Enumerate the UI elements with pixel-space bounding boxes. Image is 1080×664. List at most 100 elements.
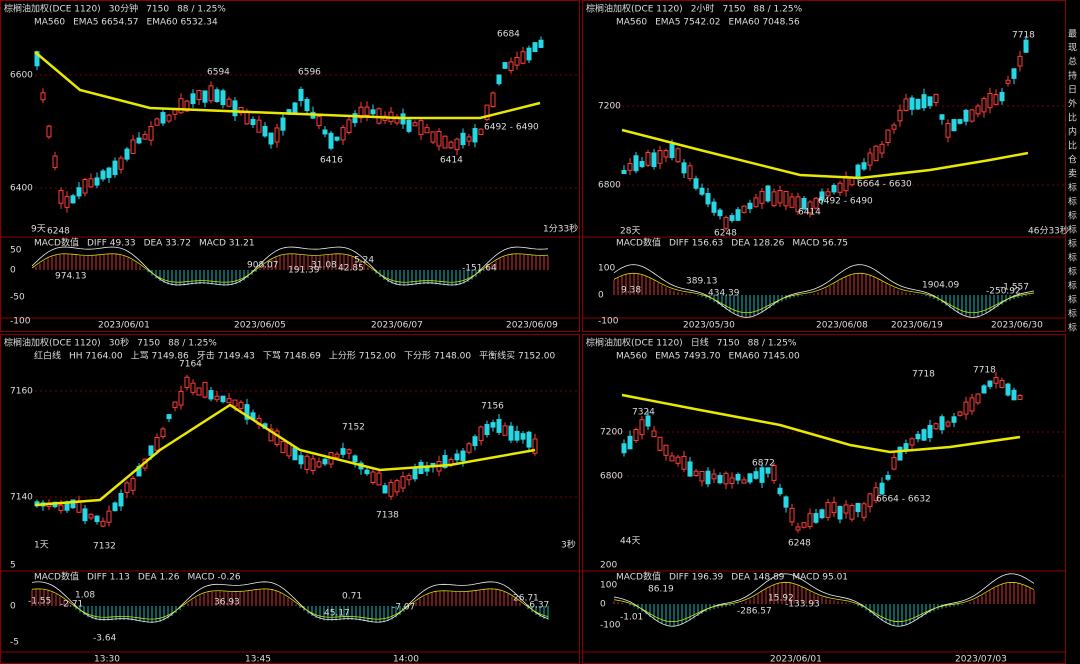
macd-annotation: 1.08 <box>75 591 95 601</box>
candle-body <box>346 449 352 454</box>
candle-body <box>292 447 298 461</box>
candle-body <box>897 446 903 461</box>
candle-body <box>148 445 154 456</box>
candle-body <box>663 444 669 456</box>
candle-body <box>178 98 184 114</box>
candle-body <box>765 467 771 474</box>
price-axis-label: 7140 <box>10 493 33 503</box>
header-text: 棕榈油加权(DCE 1120) <box>4 3 101 15</box>
macd-axis-label: 100 <box>598 264 615 274</box>
candle-body <box>226 98 232 107</box>
candle-body <box>711 201 717 213</box>
header-text: 7150 <box>722 5 745 15</box>
header-text: 棕榈油加权(DCE 1120) <box>586 337 683 349</box>
macd-axis-label: -5 <box>10 638 19 648</box>
candle-body <box>891 457 897 470</box>
candle-body <box>184 100 190 112</box>
candle-body <box>777 487 783 495</box>
header-text: MACD 95.01 <box>792 573 848 583</box>
candle-body <box>238 401 244 409</box>
candle-body <box>1005 79 1011 84</box>
candle-body <box>831 501 837 514</box>
candle-body <box>975 393 981 404</box>
candle-body <box>987 93 993 109</box>
candle-body <box>532 438 538 454</box>
date-label: 14:00 <box>393 655 419 664</box>
side-label: 标 <box>1068 266 1077 278</box>
side-label: 最 <box>1068 29 1077 40</box>
candle-body <box>993 94 999 105</box>
candle-body <box>460 450 466 462</box>
date-label: 2023/06/30 <box>991 321 1043 331</box>
candle-body <box>58 190 64 204</box>
candle-body <box>759 467 765 483</box>
candle-body <box>100 170 106 180</box>
dea-line <box>31 588 549 620</box>
candle-body <box>957 411 963 416</box>
candle-body <box>861 503 867 518</box>
candle-body <box>46 125 52 138</box>
header-text: 2小时 <box>691 3 715 15</box>
macd-annotation: 389.13 <box>686 277 718 287</box>
price-annotation: 7718 <box>1012 31 1035 41</box>
candle-body <box>633 429 639 441</box>
macd-annotation: 45.17 <box>324 609 350 619</box>
candle-body <box>232 399 238 407</box>
candle-body <box>436 131 442 147</box>
macd-annotation: -286.57 <box>737 607 772 617</box>
candle-body <box>298 88 304 102</box>
header-text: MACD数值 <box>616 571 661 583</box>
candle-body <box>1023 39 1029 53</box>
header-text: MA560 <box>616 352 647 362</box>
candle-body <box>256 119 262 133</box>
candle-body <box>945 421 951 427</box>
macd-annotation: 5.24 <box>354 256 374 266</box>
side-label: 标 <box>1068 252 1077 264</box>
macd-annotation: -250.92 <box>986 287 1021 297</box>
side-label: 比 <box>1068 140 1077 152</box>
candle-body <box>340 448 346 455</box>
candle-body <box>807 201 813 214</box>
candle-body <box>232 100 238 117</box>
price-annotation: 3秒 <box>561 539 576 551</box>
candle-body <box>94 177 100 186</box>
candle-body <box>502 62 508 69</box>
header-text: MACD数值 <box>616 237 661 249</box>
macd-annotation: -1.55 <box>28 597 51 607</box>
candle-body <box>735 209 741 221</box>
candle-body <box>747 202 753 210</box>
candle-body <box>657 149 663 164</box>
date-label: 2023/06/19 <box>891 321 943 331</box>
candle-body <box>334 453 340 458</box>
macd-annotation: 31.08 <box>311 261 337 271</box>
candle-body <box>40 92 46 101</box>
candle-body <box>849 504 855 520</box>
candle-body <box>112 502 118 512</box>
price-annotation: 6684 <box>497 30 520 40</box>
price-annotation: 1天 <box>34 541 49 551</box>
candle-body <box>855 164 861 179</box>
candle-body <box>496 419 502 433</box>
candle-body <box>783 190 789 207</box>
price-annotation: 7156 <box>481 402 504 412</box>
moving-average <box>34 403 536 507</box>
diff-line <box>613 573 1035 627</box>
macd-axis-label: 0 <box>600 600 606 610</box>
candle-body <box>861 162 867 170</box>
candle-body <box>969 397 975 412</box>
candle-body <box>238 107 244 114</box>
candle-body <box>166 114 172 122</box>
candle-body <box>514 430 520 441</box>
candle-body <box>388 481 394 497</box>
candle-body <box>334 136 340 141</box>
candle-body <box>220 90 226 106</box>
macd-axis-label: 0 <box>10 602 16 612</box>
side-label: 比 <box>1068 112 1077 124</box>
candle-body <box>747 473 753 483</box>
price-annotation: 6416 <box>320 156 343 166</box>
macd-annotation: 1904.09 <box>922 281 959 291</box>
header-text: DIFF 1.13 <box>87 573 130 583</box>
candle-body <box>885 129 891 144</box>
header-text: EMA5 7493.70 <box>655 352 721 362</box>
candle-body <box>651 152 657 168</box>
